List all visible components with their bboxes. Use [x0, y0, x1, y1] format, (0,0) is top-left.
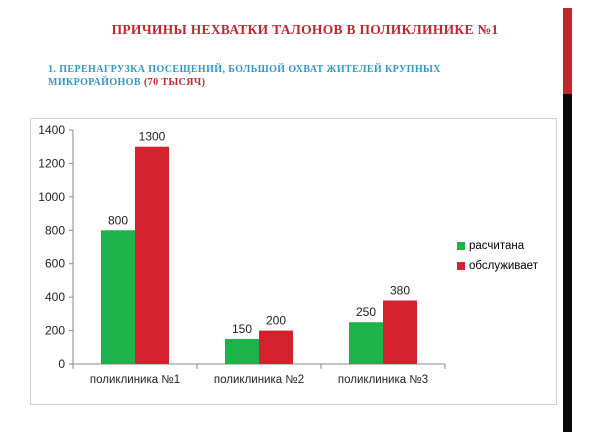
y-tick-label: 1400: [38, 123, 65, 137]
y-tick-label: 1200: [38, 156, 65, 170]
subtitle-note: (70 ТЫСЯЧ): [143, 77, 206, 88]
chart-legend: расчитана обслуживает: [457, 236, 538, 276]
legend-swatch: [457, 242, 465, 250]
bar-data-label: 250: [356, 305, 376, 319]
legend-label: обслуживает: [469, 260, 538, 272]
slide-subtitle: 1. ПЕРЕНАГРУЗКА ПОСЕЩЕНИЙ, БОЛЬШОЙ ОХВАТ…: [48, 63, 448, 89]
bar: [135, 146, 169, 364]
bar: [383, 300, 417, 364]
legend-item: расчитана: [457, 236, 538, 256]
bar-data-label: 200: [266, 314, 286, 328]
side-bar-black-segment: [563, 94, 572, 432]
bar-data-label: 150: [232, 322, 252, 336]
y-tick-label: 400: [45, 290, 65, 304]
bar: [225, 338, 259, 364]
legend-swatch: [457, 262, 465, 270]
bar-data-label: 380: [390, 283, 410, 297]
x-category-label: поликлиника №1: [90, 374, 180, 386]
legend-label: расчитана: [469, 240, 525, 252]
x-category-label: поликлиника №2: [214, 374, 304, 386]
bar-data-label: 800: [108, 213, 128, 227]
bar: [259, 330, 293, 364]
y-tick-label: 0: [58, 357, 65, 371]
subtitle-text: 1. ПЕРЕНАГРУЗКА ПОСЕЩЕНИЙ, БОЛЬШОЙ ОХВАТ…: [48, 64, 441, 88]
bar-data-label: 1300: [139, 130, 166, 144]
x-category-label: поликлиника №3: [338, 374, 428, 386]
y-tick-label: 1000: [38, 190, 65, 204]
legend-item: обслуживает: [457, 256, 538, 276]
slide-title: ПРИЧИНЫ НЕХВАТКИ ТАЛОНОВ В ПОЛИКЛИНИКЕ №…: [111, 22, 499, 37]
y-tick-label: 800: [45, 223, 65, 237]
side-bar-red-segment: [563, 8, 572, 94]
bar: [101, 230, 135, 364]
bar: [349, 322, 383, 364]
y-tick-label: 200: [45, 324, 65, 338]
y-tick-label: 600: [45, 257, 65, 271]
decorative-side-bar: [563, 8, 572, 432]
